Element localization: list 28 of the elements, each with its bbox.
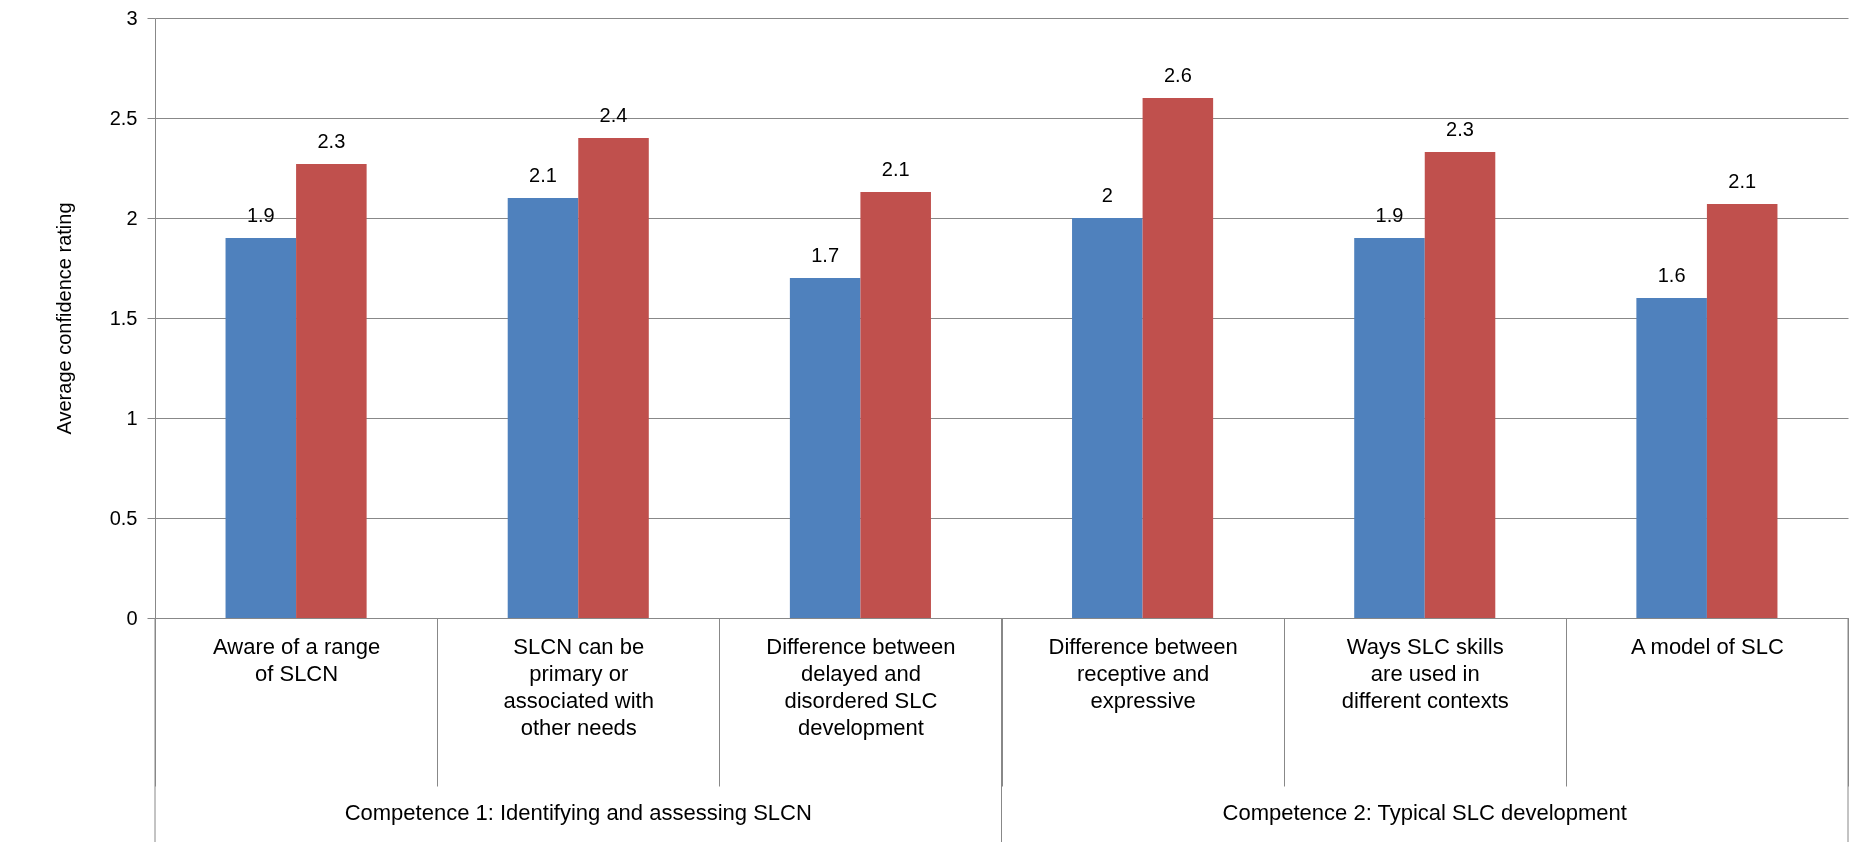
y-tick-label: 1: [126, 406, 138, 429]
text: Competence 2: Typical SLC development: [1222, 800, 1627, 825]
data-label: 2.1: [881, 158, 910, 180]
x-tick-label: Ways SLC skills are used in different contexts: [1341, 633, 1509, 713]
y-tick-label: 2.5: [109, 106, 138, 129]
x-tick-label: Difference between delayed and disordered SLC development: [766, 633, 956, 740]
data-label: 1.7: [811, 244, 840, 266]
data-label: 1.9: [1375, 204, 1404, 226]
x-tick-label: A model of SLC: [1630, 633, 1784, 659]
text: Competence 1: Identifying and assessing SLCN: [344, 800, 812, 825]
data-label: 1.9: [246, 204, 275, 226]
y-tick-label: 2: [126, 206, 138, 229]
data-label: 2.1: [529, 164, 557, 186]
y-tick-label: 0: [126, 606, 138, 629]
x-tick-label: Difference between receptive and expressive: [1048, 633, 1238, 713]
y-tick-label: 1.5: [109, 306, 138, 329]
data-label: 2.6: [1163, 64, 1192, 86]
data-label: 2.1: [1728, 170, 1757, 192]
data-label: 2.4: [599, 104, 628, 126]
y-axis-title: Average confidence rating: [52, 202, 75, 435]
x-tick-label: SLCN can be primary or associated with other needs: [503, 633, 654, 740]
data-label: 2.3: [317, 130, 346, 152]
data-label: 1.6: [1657, 264, 1686, 286]
data-label: 2: [1101, 184, 1113, 206]
y-tick-label: 0.5: [109, 506, 138, 529]
y-tick-label: 3: [126, 6, 138, 29]
x-tick-label: Aware of a range of SLCN: [213, 633, 381, 686]
data-label: 2.3: [1446, 118, 1474, 140]
